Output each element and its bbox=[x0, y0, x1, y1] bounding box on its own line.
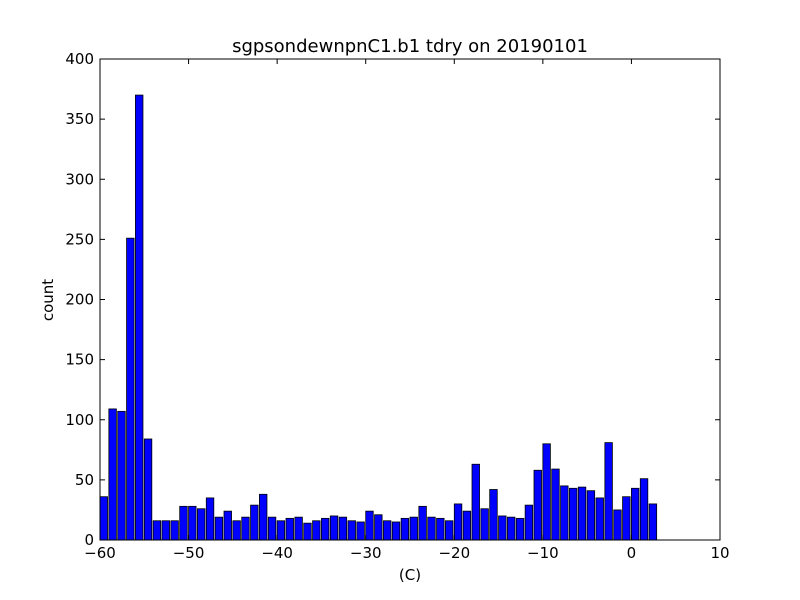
bar bbox=[365, 510, 374, 541]
y-tick-label: 350 bbox=[65, 110, 94, 128]
bar bbox=[577, 486, 587, 541]
y-tick-label: 400 bbox=[65, 50, 94, 68]
y-tick-label: 0 bbox=[84, 531, 94, 549]
x-tick-label: 0 bbox=[627, 544, 637, 562]
bar bbox=[453, 503, 463, 541]
y-tick-label: 150 bbox=[65, 351, 94, 369]
bar bbox=[427, 516, 436, 541]
bar bbox=[347, 520, 356, 541]
bar bbox=[312, 520, 321, 541]
x-tick-label: −10 bbox=[527, 544, 559, 562]
bar bbox=[436, 517, 445, 541]
bar bbox=[586, 490, 596, 541]
bar bbox=[462, 510, 472, 541]
bar bbox=[533, 469, 542, 541]
bar bbox=[303, 522, 312, 541]
bar bbox=[418, 505, 427, 541]
bar bbox=[241, 516, 250, 541]
bar bbox=[117, 410, 126, 541]
bar bbox=[383, 520, 392, 541]
bar bbox=[445, 520, 454, 541]
bar bbox=[471, 463, 480, 541]
bar bbox=[135, 94, 144, 541]
bar bbox=[250, 504, 259, 541]
x-axis-label: (C) bbox=[399, 566, 421, 584]
bar bbox=[400, 517, 410, 541]
x-tick-label: −30 bbox=[350, 544, 382, 562]
bar bbox=[391, 521, 401, 541]
bar bbox=[188, 505, 197, 541]
y-tick-label: 300 bbox=[65, 170, 94, 188]
bar bbox=[515, 517, 525, 541]
bar bbox=[214, 516, 224, 541]
bar bbox=[489, 489, 498, 541]
bar bbox=[595, 497, 604, 541]
x-tick-label: −60 bbox=[84, 544, 116, 562]
bar bbox=[409, 516, 418, 541]
bar bbox=[223, 510, 232, 541]
bar bbox=[356, 521, 365, 541]
x-tick-label: −20 bbox=[438, 544, 470, 562]
y-tick-label: 200 bbox=[65, 291, 94, 309]
bar bbox=[622, 496, 631, 541]
bar bbox=[329, 515, 339, 541]
bar bbox=[232, 520, 241, 541]
bar bbox=[551, 468, 560, 541]
bar bbox=[126, 237, 135, 541]
bar bbox=[152, 520, 162, 541]
bar bbox=[374, 514, 383, 541]
x-tick-label: −40 bbox=[261, 544, 293, 562]
bar bbox=[338, 516, 348, 541]
bar bbox=[179, 505, 188, 541]
bar bbox=[285, 517, 294, 541]
bar bbox=[161, 520, 170, 541]
plot-frame bbox=[99, 58, 721, 541]
bar bbox=[276, 520, 286, 541]
bar bbox=[143, 438, 153, 541]
bar bbox=[480, 508, 489, 541]
bar bbox=[205, 497, 215, 541]
bar bbox=[524, 504, 534, 541]
y-tick-label: 250 bbox=[65, 230, 94, 248]
bar bbox=[542, 443, 551, 541]
y-axis-label: count bbox=[39, 279, 57, 321]
bar bbox=[321, 517, 330, 541]
x-tick-label: 10 bbox=[710, 544, 729, 562]
bar bbox=[498, 515, 507, 541]
bar bbox=[631, 487, 640, 541]
bar bbox=[604, 442, 613, 541]
bar bbox=[613, 509, 622, 541]
bar bbox=[267, 516, 277, 541]
bar bbox=[197, 508, 206, 541]
bar bbox=[648, 503, 658, 541]
bar bbox=[108, 408, 117, 541]
bar bbox=[294, 516, 303, 541]
bar bbox=[639, 478, 649, 541]
chart-title: sgpsondewnpnC1.b1 tdry on 20190101 bbox=[232, 36, 588, 57]
bar bbox=[170, 520, 179, 541]
bar bbox=[99, 496, 108, 541]
y-tick-label: 100 bbox=[65, 411, 94, 429]
x-tick-label: −50 bbox=[173, 544, 205, 562]
bar bbox=[259, 493, 268, 541]
bar bbox=[569, 487, 578, 541]
bar bbox=[507, 516, 516, 541]
bar bbox=[560, 485, 569, 541]
y-tick-label: 50 bbox=[75, 471, 94, 489]
